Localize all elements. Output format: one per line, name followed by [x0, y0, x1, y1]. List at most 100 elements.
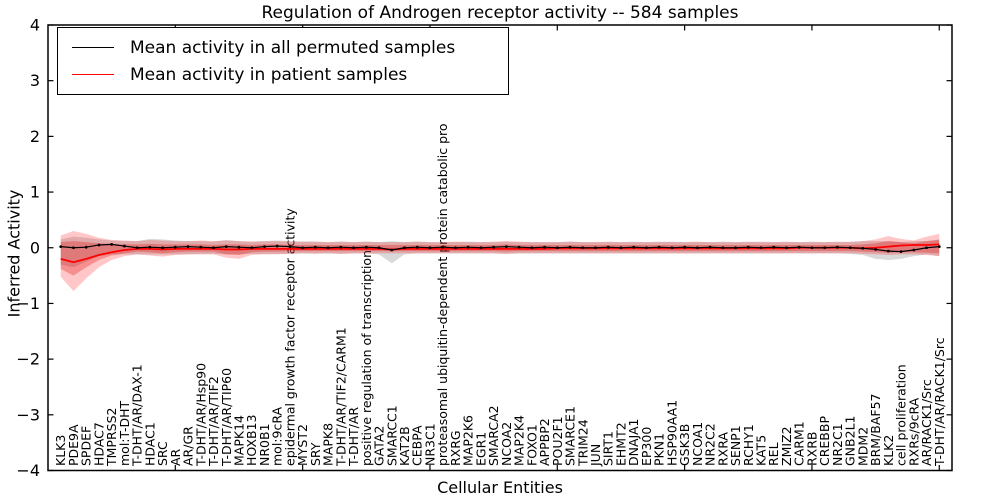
category-label: EGR1 — [473, 432, 488, 466]
permuted-marker — [466, 245, 470, 249]
permuted-marker — [237, 245, 241, 249]
category-label: SMARCA2 — [486, 405, 501, 466]
permuted-marker — [364, 245, 368, 249]
category-label: GNB2L1 — [843, 416, 858, 466]
permuted-marker — [861, 246, 865, 250]
permuted-marker — [899, 250, 903, 254]
permuted-marker — [848, 246, 852, 250]
category-label: SRY — [308, 442, 323, 466]
permuted-mean-line — [60, 243, 940, 253]
permuted-marker — [734, 246, 737, 250]
legend-entry-patient: Mean activity in patient samples — [72, 62, 508, 88]
category-label: KLK3 — [53, 435, 68, 466]
category-label: MDM2 — [855, 427, 870, 466]
category-label: T-DHT/AR/TIF2 — [206, 376, 221, 467]
permuted-marker — [594, 246, 597, 250]
category-label: T-DHT/AR/TIP60 — [219, 368, 234, 467]
category-label: cell proliferation — [894, 364, 909, 466]
category-label: RXRA — [715, 432, 730, 466]
category-label: EP300 — [639, 427, 654, 466]
legend-label: Mean activity in all permuted samples — [130, 37, 456, 58]
category-label: AR/GR — [181, 426, 196, 466]
category-label: EHMT2 — [613, 422, 628, 466]
permuted-marker — [59, 245, 63, 249]
category-label: APPBP2 — [537, 418, 552, 466]
category-label: GSK3B — [677, 424, 692, 466]
permuted-marker — [390, 248, 394, 252]
category-label: NR2C2 — [703, 423, 718, 466]
category-label: MAP2K6 — [461, 415, 476, 466]
category-label: T-DHT/AR — [346, 407, 361, 467]
category-label: positive regulation of transcription — [359, 250, 374, 466]
permuted-marker — [886, 249, 890, 253]
permuted-marker — [772, 245, 776, 249]
legend-line-sample-black — [72, 47, 114, 48]
x-axis-label: Cellular Entities — [437, 478, 563, 497]
permuted-marker — [148, 245, 152, 249]
chart-title: Regulation of Androgen receptor activity… — [261, 3, 739, 23]
category-label: RXRG — [448, 430, 463, 466]
category-label: SMARCC1 — [384, 405, 399, 466]
patient-band-inner — [60, 239, 940, 276]
permuted-marker — [479, 246, 483, 250]
permuted-marker — [161, 246, 164, 250]
permuted-marker — [797, 245, 801, 249]
permuted-marker — [186, 245, 190, 249]
permuted-marker — [301, 246, 305, 250]
permuted-marker — [275, 244, 279, 248]
category-label: NR0B1 — [257, 423, 272, 466]
category-label: GATA2 — [372, 426, 387, 466]
y-tick-label: 0 — [30, 238, 40, 257]
permuted-marker — [619, 246, 623, 250]
legend-line-sample-red — [72, 74, 114, 75]
permuted-marker — [555, 246, 559, 250]
y-tick-label: −1 — [16, 294, 40, 313]
permuted-marker — [912, 248, 916, 252]
category-label: BRM/BAF57 — [868, 394, 883, 466]
category-label: SPDEF — [79, 426, 94, 466]
permuted-marker — [836, 245, 839, 249]
y-tick-label: −2 — [16, 350, 40, 369]
permuted-marker — [543, 245, 546, 249]
permuted-marker — [313, 245, 317, 249]
permuted-marker — [683, 245, 687, 249]
category-label: T-DHT/AR/TIF2/CARM1 — [333, 327, 348, 467]
category-label: NCOA2 — [499, 422, 514, 466]
category-label: HSP90AA1 — [664, 400, 679, 466]
category-label: KLK2 — [881, 435, 896, 466]
category-label: JUN — [588, 444, 603, 467]
permuted-marker — [937, 245, 941, 249]
category-label: MAP2K4 — [512, 415, 527, 466]
permuted-marker — [721, 246, 725, 250]
permuted-marker — [670, 246, 674, 250]
permuted-marker — [428, 246, 432, 250]
category-label: POU2F1 — [550, 416, 565, 466]
permuted-marker — [199, 245, 203, 249]
category-label: AR/RACK1/Src — [919, 379, 934, 466]
category-label: HDAC1 — [142, 422, 157, 466]
category-label: REL — [766, 442, 781, 466]
permuted-marker — [84, 245, 88, 249]
category-label: epidermal growth factor receptor activit… — [282, 208, 297, 466]
permuted-marker — [810, 246, 814, 250]
permuted-marker — [645, 246, 648, 250]
category-label: mol:9cRA — [270, 406, 285, 466]
category-label: DNAJA1 — [626, 419, 641, 467]
permuted-marker — [326, 246, 330, 250]
permuted-marker — [135, 246, 139, 250]
y-tick-label: 2 — [30, 127, 40, 146]
permuted-marker — [403, 246, 406, 250]
permuted-marker — [568, 245, 572, 249]
category-label: CARM1 — [792, 421, 807, 466]
legend: Mean activity in all permuted samples Me… — [57, 27, 509, 95]
permuted-marker — [530, 246, 534, 250]
category-label: TRIM24 — [575, 419, 590, 467]
category-label: HDAC7 — [91, 422, 106, 466]
category-label: RXRB — [804, 431, 819, 466]
permuted-marker — [746, 245, 750, 249]
category-label: SIRT1 — [601, 431, 616, 466]
category-label: MAPK14 — [231, 415, 246, 466]
permuted-marker — [632, 245, 636, 249]
category-label: PKN1 — [652, 433, 667, 466]
